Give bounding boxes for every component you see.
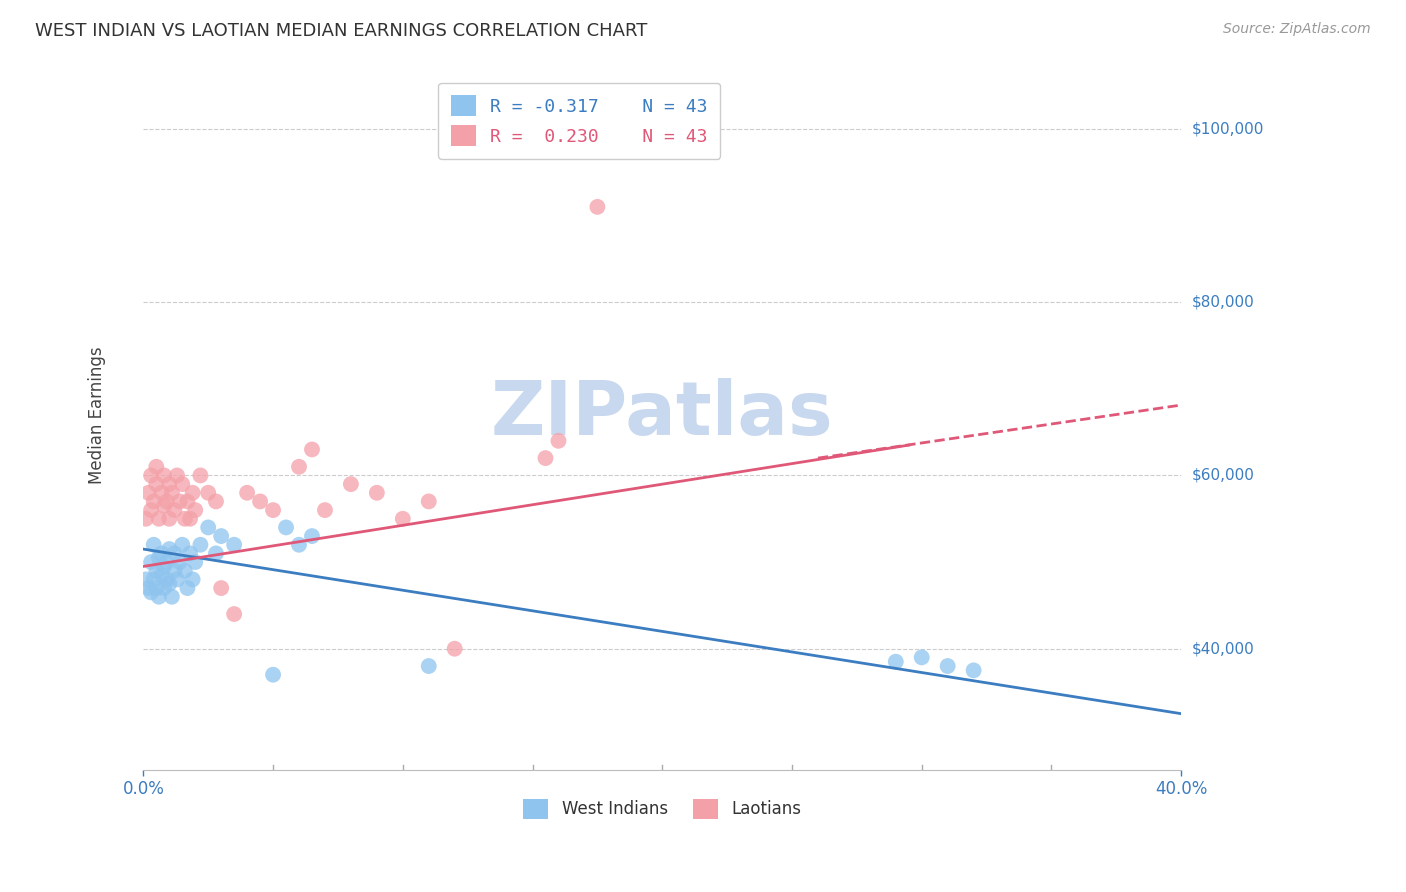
Point [190,538,212,552]
Point [145,581,167,595]
Point [197,520,219,534]
Point [150,568,173,582]
Point [274,520,297,534]
Point [166,573,188,587]
Point [163,564,186,578]
Legend: West Indians, Laotians: West Indians, Laotians [516,792,808,826]
Point [586,200,609,214]
Point [157,512,180,526]
Point [179,512,201,526]
Point [173,564,195,578]
Point [205,546,228,560]
Point [160,485,183,500]
Point [153,581,176,595]
Point [249,494,271,508]
Point [157,477,180,491]
Point [443,641,465,656]
Point [142,538,165,552]
Point [366,485,388,500]
Point [884,655,907,669]
Point [145,459,167,474]
Point [142,573,165,587]
Point [169,555,191,569]
Point [534,451,557,466]
Point [301,442,323,457]
Point [173,512,195,526]
Text: Source: ZipAtlas.com: Source: ZipAtlas.com [1223,22,1371,37]
Point [156,494,179,508]
Point [157,542,180,557]
Point [547,434,569,448]
Point [156,555,179,569]
Point [224,538,246,552]
Point [418,659,440,673]
Point [142,494,165,508]
Point [148,512,170,526]
Point [176,581,198,595]
Point [288,538,311,552]
Point [145,564,167,578]
Point [936,659,959,673]
Point [184,555,207,569]
Point [153,499,176,513]
Point [166,468,188,483]
Point [197,485,219,500]
Point [135,573,157,587]
Point [139,468,162,483]
Point [163,546,186,560]
Point [176,494,198,508]
Point [301,529,323,543]
Text: ZIPatlas: ZIPatlas [491,378,834,451]
Point [153,468,176,483]
Point [181,573,204,587]
Point [181,485,204,500]
Point [156,573,179,587]
Point [138,581,160,595]
Point [150,546,173,560]
Text: $100,000: $100,000 [1191,121,1264,136]
Point [135,512,157,526]
Point [391,512,413,526]
Text: $80,000: $80,000 [1191,294,1254,310]
Point [138,485,160,500]
Point [209,581,232,595]
Point [205,494,228,508]
Point [160,590,183,604]
Text: $40,000: $40,000 [1191,641,1254,657]
Point [288,459,311,474]
Point [224,607,246,621]
Point [190,468,212,483]
Text: WEST INDIAN VS LAOTIAN MEDIAN EARNINGS CORRELATION CHART: WEST INDIAN VS LAOTIAN MEDIAN EARNINGS C… [35,22,648,40]
Point [340,477,363,491]
Point [172,477,194,491]
Point [157,576,180,591]
Point [139,503,162,517]
Point [139,555,162,569]
Point [139,585,162,599]
Point [962,664,984,678]
Point [262,503,284,517]
Point [314,503,336,517]
Point [172,538,194,552]
Point [418,494,440,508]
Point [145,477,167,491]
Text: Median Earnings: Median Earnings [87,346,105,483]
Point [179,546,201,560]
Text: $60,000: $60,000 [1191,468,1254,483]
Point [169,494,191,508]
Point [236,485,259,500]
Point [148,550,170,565]
Point [184,503,207,517]
Point [911,650,934,665]
Point [262,667,284,681]
Point [153,559,176,574]
Point [148,590,170,604]
Point [163,503,186,517]
Point [150,485,173,500]
Point [209,529,232,543]
